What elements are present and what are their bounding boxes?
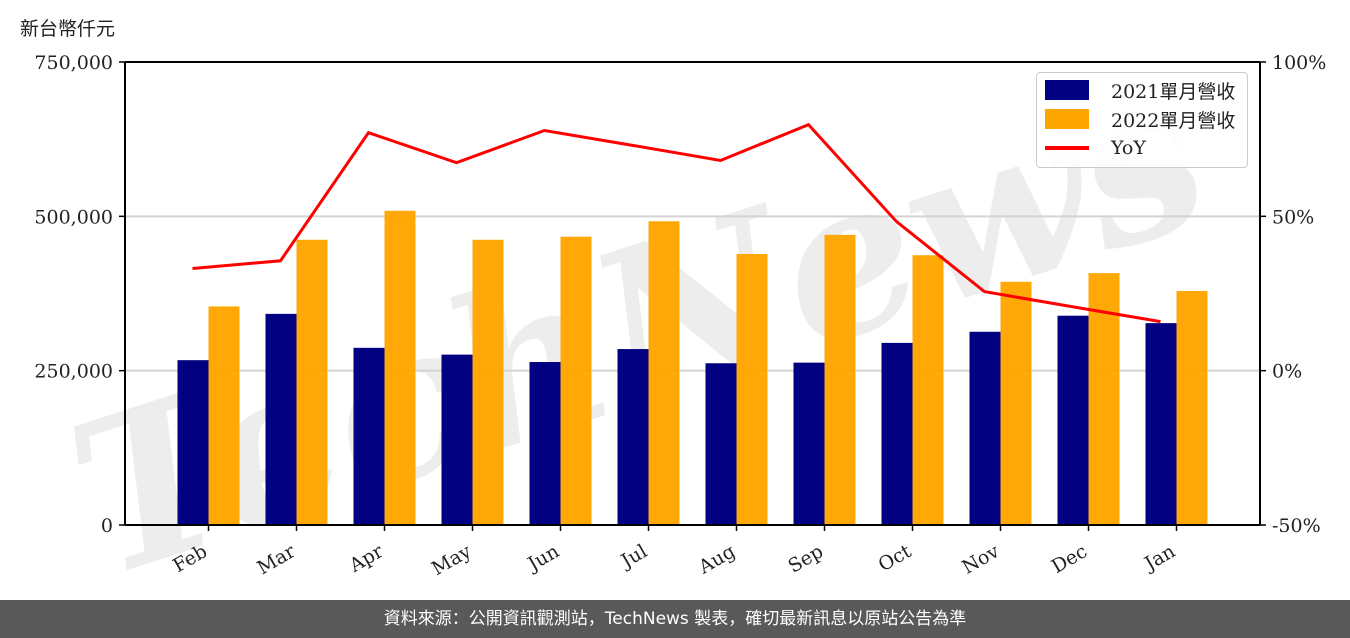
legend-label: 2021單月營收 — [1111, 80, 1236, 103]
bar-2022 — [296, 239, 328, 526]
x-tick-label: Aug — [694, 540, 739, 579]
legend-swatch-2022-icon — [1045, 109, 1089, 129]
legend-line-yoy-icon — [1045, 146, 1089, 150]
bar-2021 — [793, 362, 825, 525]
bar-2022 — [560, 236, 592, 526]
bar-2022 — [824, 234, 856, 525]
bar-2021 — [617, 349, 649, 525]
bar-2022 — [384, 210, 416, 525]
x-tick-label: May — [428, 540, 475, 580]
bar-2022 — [736, 253, 768, 525]
legend-item-2022: 2022單月營收 — [1045, 108, 1236, 132]
chart-legend: 2021單月營收 2022單月營收 YoY — [1036, 72, 1248, 168]
bar-2021 — [1057, 315, 1089, 525]
legend-swatch-2021-icon — [1045, 80, 1089, 100]
bar-2021 — [529, 362, 561, 525]
x-tick-label: Sep — [784, 540, 827, 577]
bar-2022 — [1000, 281, 1032, 525]
y-tick-label: 0 — [101, 515, 113, 537]
x-tick-label: Nov — [958, 540, 1003, 579]
bar-2022 — [1176, 291, 1208, 525]
legend-item-2021: 2021單月營收 — [1045, 79, 1236, 103]
x-tick-label: Jun — [522, 540, 563, 576]
bar-2022 — [208, 306, 240, 525]
legend-label: YoY — [1111, 137, 1146, 159]
yoy-line — [192, 122, 1161, 324]
bar-2021 — [353, 347, 385, 525]
y-tick-label: 500,000 — [34, 206, 113, 228]
y2-tick-label: 50% — [1272, 206, 1314, 228]
y2-tick-label: -50% — [1272, 515, 1321, 537]
bar-2021 — [881, 342, 913, 525]
bars — [177, 210, 1208, 526]
y2-tick-label: 100% — [1272, 52, 1326, 74]
bar-line-chart: TechNews 0250,000500,000750,000-50%0%50%… — [34, 28, 1326, 600]
x-tick-label: Dec — [1048, 540, 1091, 578]
bar-2022 — [912, 255, 944, 525]
bar-2022 — [648, 221, 680, 525]
legend-item-yoy: YoY — [1045, 137, 1146, 159]
x-tick-label: Oct — [875, 540, 916, 576]
x-tick-label: Jul — [616, 540, 651, 573]
y-tick-label: 250,000 — [34, 361, 113, 383]
legend-label: 2022單月營收 — [1111, 109, 1236, 132]
bar-2021 — [705, 363, 737, 525]
y-axis-unit-label: 新台幣仟元 — [20, 18, 116, 40]
source-footer: 資料來源：公開資訊觀測站，TechNews 製表，確切最新訊息以原站公告為準 — [0, 600, 1350, 638]
yoy-polyline — [192, 122, 1161, 324]
bar-2021 — [1145, 323, 1177, 525]
x-tick-label: Jan — [1139, 540, 1179, 576]
bar-2022 — [472, 239, 504, 526]
bar-2021 — [441, 354, 473, 525]
bar-2021 — [177, 360, 209, 525]
bar-2021 — [265, 313, 297, 525]
y-tick-label: 750,000 — [34, 52, 113, 74]
y2-tick-label: 0% — [1272, 361, 1302, 383]
bar-2021 — [969, 331, 1001, 525]
